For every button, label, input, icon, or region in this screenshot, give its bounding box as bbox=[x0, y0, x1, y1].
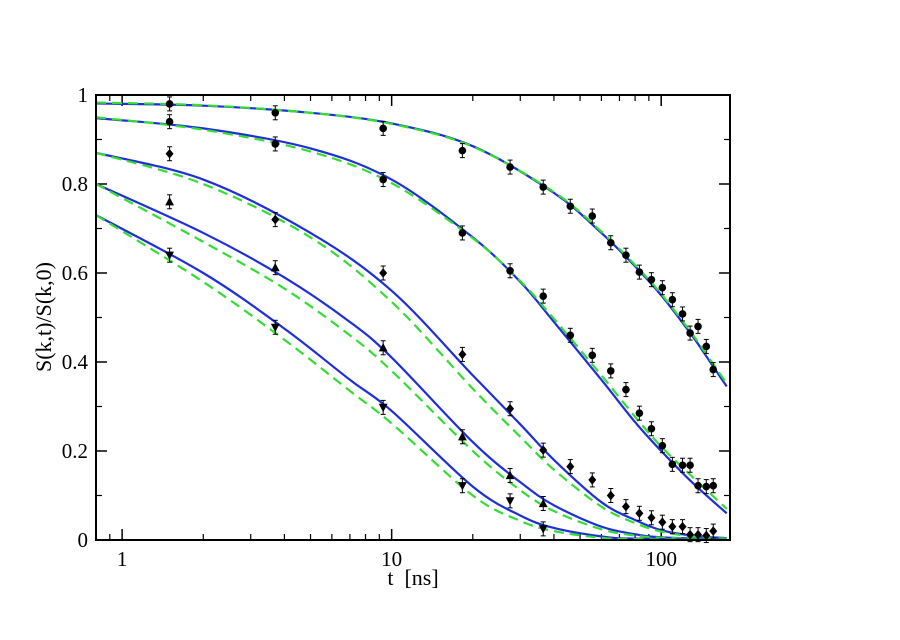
fit-dashed-line-4 bbox=[96, 183, 727, 540]
data-point-series-1 bbox=[694, 322, 702, 331]
data-point-series-1 bbox=[458, 146, 467, 155]
y-tick-label: 0.6 bbox=[62, 261, 88, 285]
data-point-series-2 bbox=[658, 441, 667, 450]
data-point-series-1 bbox=[379, 124, 387, 133]
x-tick-label: 1 bbox=[117, 547, 128, 571]
data-point-series-1 bbox=[165, 100, 174, 108]
data-point-series-3 bbox=[506, 403, 515, 414]
data-point-series-3 bbox=[621, 501, 630, 512]
data-point-series-3 bbox=[678, 521, 687, 532]
data-point-series-5 bbox=[457, 482, 467, 491]
data-point-series-1 bbox=[702, 342, 711, 351]
data-point-series-2 bbox=[702, 482, 711, 491]
fit-solid-line-4 bbox=[96, 182, 727, 540]
data-point-series-2 bbox=[566, 331, 575, 340]
data-point-series-5 bbox=[270, 323, 280, 333]
data-point-series-5 bbox=[378, 403, 388, 413]
data-point-series-2 bbox=[165, 117, 174, 126]
data-point-series-3 bbox=[566, 461, 575, 472]
data-point-series-2 bbox=[647, 424, 656, 433]
data-point-series-2 bbox=[709, 481, 718, 490]
data-point-series-2 bbox=[506, 266, 514, 275]
x-axis-label: t [ns] bbox=[387, 565, 438, 590]
data-point-series-5 bbox=[165, 251, 174, 260]
data-point-series-4 bbox=[538, 498, 548, 508]
data-point-series-2 bbox=[668, 460, 677, 469]
data-point-series-1 bbox=[539, 183, 548, 191]
data-point-series-4 bbox=[165, 197, 174, 206]
data-point-series-3 bbox=[635, 508, 644, 519]
data-point-series-1 bbox=[678, 310, 687, 318]
data-point-series-2 bbox=[606, 367, 615, 375]
data-point-series-3 bbox=[694, 529, 703, 540]
fit-solid-line-2 bbox=[96, 117, 728, 515]
data-point-series-2 bbox=[458, 229, 467, 237]
plot-frame bbox=[95, 94, 731, 541]
axis-ticks bbox=[96, 94, 730, 541]
x-tick-label: 10 bbox=[381, 547, 402, 571]
data-point-series-4 bbox=[457, 431, 467, 441]
data-point-series-3 bbox=[709, 526, 718, 536]
data-point-series-3 bbox=[702, 530, 711, 541]
fit-dashed-line-5 bbox=[96, 214, 727, 540]
fit-dashed-line-1 bbox=[96, 101, 728, 384]
y-tick-label: 0.8 bbox=[62, 172, 88, 196]
data-point-series-2 bbox=[686, 461, 694, 470]
data-point-series-3 bbox=[588, 475, 597, 485]
data-point-series-1 bbox=[668, 295, 677, 304]
data-point-series-2 bbox=[539, 292, 548, 300]
data-point-series-1 bbox=[606, 238, 615, 247]
data-point-series-2 bbox=[678, 461, 687, 470]
y-tick-label: 0.4 bbox=[62, 350, 89, 374]
data-point-series-2 bbox=[588, 351, 597, 360]
data-point-series-3 bbox=[686, 529, 695, 540]
data-point-series-3 bbox=[458, 349, 467, 360]
data-point-series-2 bbox=[694, 481, 702, 490]
y-tick-label: 1 bbox=[78, 83, 89, 107]
fit-solid-line-3 bbox=[96, 151, 727, 540]
data-point-series-1 bbox=[709, 365, 718, 374]
fit-curves bbox=[96, 101, 728, 540]
data-point-series-1 bbox=[635, 268, 644, 276]
data-point-series-3 bbox=[668, 521, 677, 532]
data-point-series-5 bbox=[538, 525, 548, 534]
tick-labels: 0 0.2 0.4 0.6 0.8 1 1 10 100 bbox=[62, 83, 677, 571]
data-point-series-5 bbox=[505, 497, 515, 506]
data-point-series-2 bbox=[379, 175, 387, 184]
data-point-series-2 bbox=[635, 409, 644, 417]
data-point-series-3 bbox=[539, 445, 548, 455]
data-point-series-3 bbox=[165, 148, 174, 159]
x-tick-label: 100 bbox=[645, 547, 677, 571]
data-point-series-3 bbox=[606, 490, 615, 501]
data-point-series-3 bbox=[271, 214, 280, 225]
data-point-series-2 bbox=[622, 385, 630, 394]
data-point-series-3 bbox=[379, 268, 388, 278]
data-point-series-4 bbox=[270, 262, 280, 272]
fit-dashed-line-3 bbox=[96, 151, 727, 540]
data-point-series-1 bbox=[658, 283, 667, 292]
data-points bbox=[165, 96, 718, 544]
data-point-series-2 bbox=[271, 140, 280, 148]
data-point-series-1 bbox=[588, 212, 597, 220]
data-point-series-1 bbox=[271, 109, 280, 117]
data-point-series-4 bbox=[378, 342, 388, 352]
data-point-series-1 bbox=[566, 202, 575, 211]
data-point-series-3 bbox=[658, 517, 667, 527]
fit-dashed-line-2 bbox=[96, 116, 728, 510]
data-point-series-3 bbox=[647, 512, 656, 523]
y-axis-label: S(k,t)/S(k,0) bbox=[31, 262, 56, 372]
y-tick-label: 0.2 bbox=[62, 439, 88, 463]
y-tick-label: 0 bbox=[78, 528, 89, 552]
data-point-series-1 bbox=[506, 163, 514, 171]
data-point-series-1 bbox=[622, 251, 630, 259]
data-point-series-1 bbox=[647, 275, 656, 284]
data-point-series-4 bbox=[505, 470, 515, 480]
data-point-series-1 bbox=[686, 329, 694, 337]
fit-solid-line-1 bbox=[96, 102, 728, 388]
